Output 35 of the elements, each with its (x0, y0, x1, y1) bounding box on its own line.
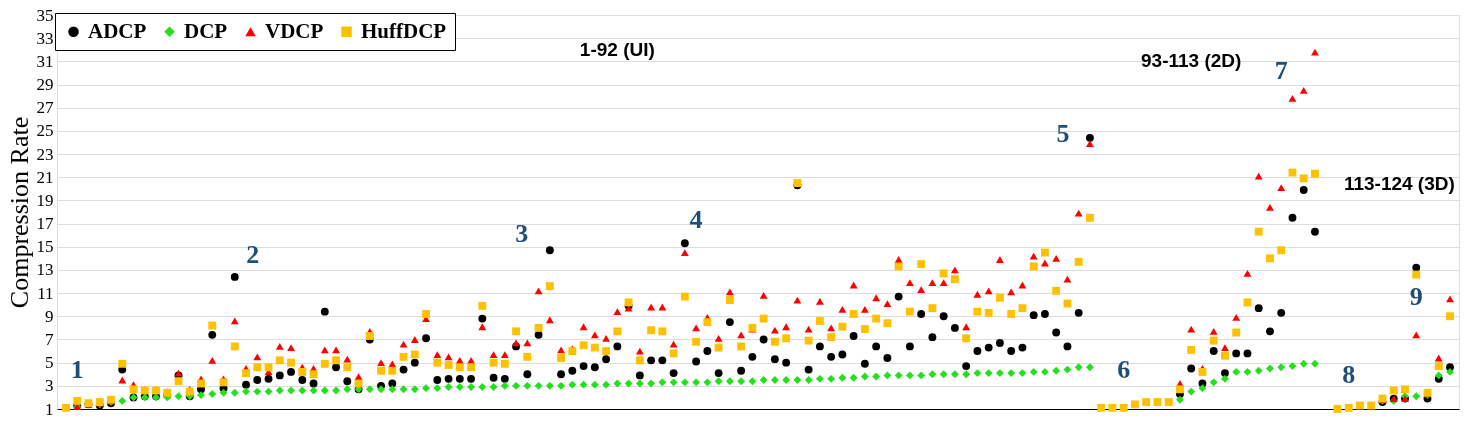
y-tick-label: 11 (37, 283, 54, 303)
legend-label: ADCP (88, 18, 147, 43)
annotation: 1 (70, 354, 84, 384)
y-tick-label: 27 (36, 98, 54, 118)
y-tick-label: 29 (36, 75, 54, 95)
y-tick-label: 35 (36, 5, 54, 25)
annotation: 113-124 (3D) (1343, 173, 1455, 195)
legend-label: VDCP (265, 18, 324, 43)
annotation: 7 (1274, 55, 1288, 85)
y-tick-label: 9 (45, 306, 54, 326)
y-tick-label: 21 (36, 167, 54, 187)
legend-label: DCP (184, 18, 228, 43)
annotation: 5 (1056, 119, 1070, 149)
annotation: 9 (1409, 281, 1423, 311)
y-tick-label: 17 (36, 214, 54, 234)
y-tick-label: 15 (36, 237, 54, 257)
annotation: 4 (689, 205, 703, 235)
y-tick-label: 5 (45, 353, 54, 373)
y-axis-title: Compression Rate (4, 116, 34, 309)
legend-label: HuffDCP (361, 18, 447, 43)
annotation: 93-113 (2D) (1141, 50, 1242, 72)
annotation: 1-92 (UI) (579, 38, 655, 60)
y-tick-label: 33 (36, 28, 54, 48)
y-tick-label: 3 (45, 376, 54, 396)
annotation: 2 (246, 239, 260, 269)
y-tick-label: 1 (45, 399, 54, 419)
annotation: 8 (1342, 360, 1356, 390)
y-tick-label: 25 (36, 121, 54, 141)
annotation: 6 (1117, 354, 1131, 384)
y-tick-label: 31 (36, 51, 54, 71)
y-tick-label: 23 (36, 144, 54, 164)
y-tick-label: 13 (36, 260, 54, 280)
y-tick-label: 7 (45, 329, 54, 349)
y-tick-label: 19 (36, 190, 54, 210)
annotation: 3 (515, 219, 529, 249)
